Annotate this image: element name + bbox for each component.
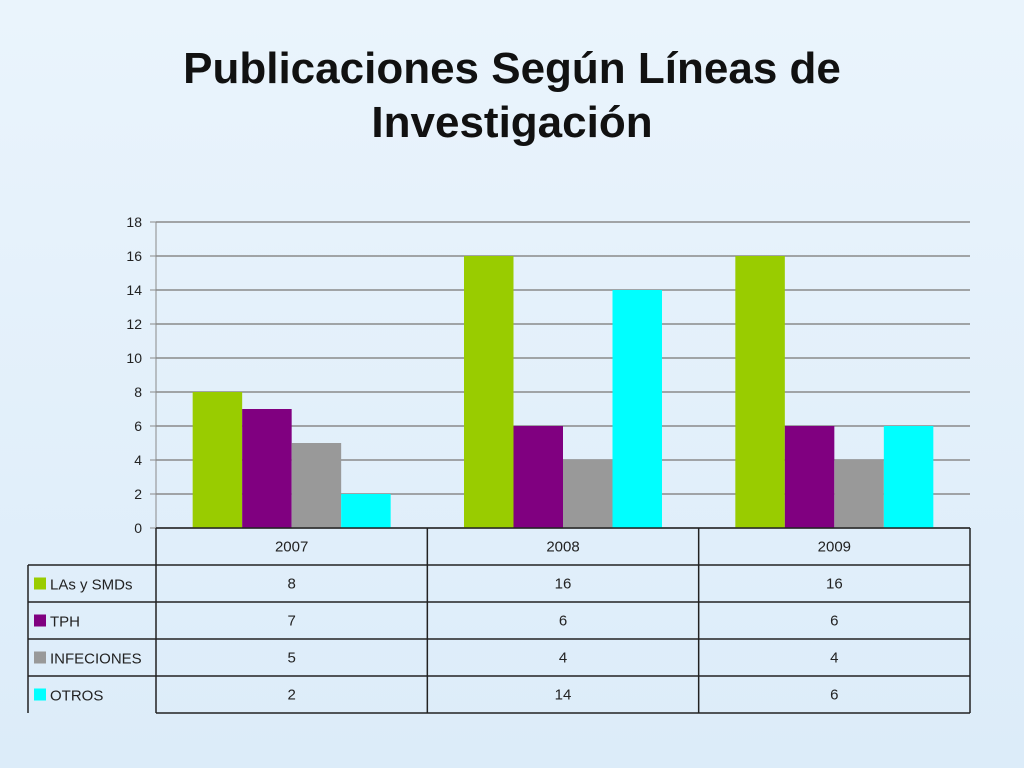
y-tick-label: 4 [134,452,142,468]
bar [735,256,785,528]
y-tick-label: 2 [134,486,142,502]
title-line-1: Publicaciones Según Líneas de [183,44,841,93]
y-tick-label: 16 [126,248,142,264]
bar [464,256,514,528]
bar [612,290,662,528]
bar [513,426,563,528]
data-table-value: 5 [287,650,295,667]
legend-label: OTROS [50,688,103,705]
data-table-value: 6 [559,613,567,630]
data-table-value: 8 [287,576,295,593]
category-label: 2008 [546,539,579,556]
y-tick-label: 12 [126,316,142,332]
bar [784,426,835,528]
bar [883,426,934,528]
legend-swatch [34,614,46,627]
data-table-value: 4 [559,650,567,667]
legend-label: LAs y SMDs [50,577,133,594]
data-table-value: 6 [830,687,838,704]
data-table-value: 4 [830,650,838,667]
y-tick-label: 8 [134,384,142,400]
category-label: 2009 [818,539,851,556]
y-tick-label: 6 [134,418,142,434]
legend-swatch [34,688,46,701]
category-label: 2007 [275,539,308,556]
y-tick-label: 14 [126,282,142,298]
y-tick-label: 10 [126,350,142,366]
bar [291,443,342,528]
bar [242,409,292,528]
legend-label: INFECIONES [50,651,142,668]
legend-swatch [34,651,46,664]
bar [834,460,884,528]
data-table-value: 6 [830,613,838,630]
data-table-value: 14 [555,687,572,704]
y-tick-label: 0 [134,520,142,536]
slide-title: Publicaciones Según Líneas de Investigac… [0,42,1024,150]
data-table-value: 16 [555,576,572,593]
bar [341,494,391,528]
data-table-value: 16 [826,576,843,593]
bar [563,460,613,528]
bar [192,392,243,528]
title-line-2: Investigación [371,98,653,147]
legend-swatch [34,577,46,590]
legend-label: TPH [50,614,80,631]
data-table-value: 7 [287,613,295,630]
y-tick-label: 18 [126,214,142,230]
data-table-value: 2 [287,687,295,704]
